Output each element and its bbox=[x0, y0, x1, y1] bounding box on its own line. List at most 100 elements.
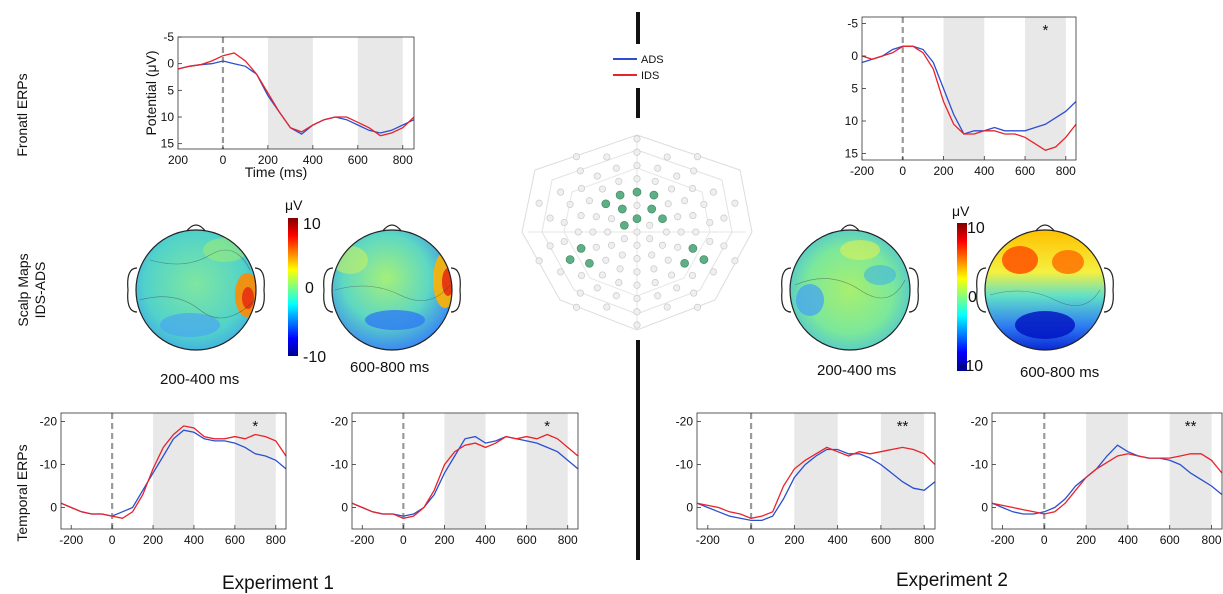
electrode-dot bbox=[620, 235, 628, 243]
y-tick-label: -5 bbox=[163, 30, 174, 44]
electrode-dot bbox=[651, 177, 659, 185]
y-tick-label: -10 bbox=[676, 458, 694, 472]
electrode-dot bbox=[560, 237, 568, 246]
y-tick-label: -20 bbox=[676, 415, 694, 429]
x-tick-label: 800 bbox=[558, 533, 578, 547]
electrode-dot bbox=[585, 197, 593, 205]
experiment-2-title: Experiment 2 bbox=[896, 570, 1008, 591]
electrode-dot bbox=[602, 256, 610, 264]
y-tick-label: 0 bbox=[686, 501, 693, 515]
y-axis-label: Potential (μV) bbox=[143, 50, 159, 135]
map-label-e2-early: 200-400 ms bbox=[817, 362, 896, 379]
axes-frame bbox=[177, 36, 415, 150]
electrode-dot bbox=[668, 185, 676, 193]
electrode-dot bbox=[615, 177, 623, 185]
electrode-dot bbox=[560, 218, 568, 227]
axes-frame bbox=[991, 412, 1223, 530]
electrode-dot bbox=[633, 268, 641, 276]
x-tick-label: 400 bbox=[476, 533, 496, 547]
x-tick-label: 600 bbox=[1015, 164, 1035, 178]
head-outline bbox=[789, 229, 911, 351]
colorbar-exp1: μV 10 0 -10 bbox=[285, 197, 326, 366]
series-line-ids bbox=[177, 52, 415, 137]
electrode-dot bbox=[647, 204, 657, 214]
electrode-dot bbox=[632, 214, 642, 224]
electrode-dot bbox=[688, 244, 698, 253]
x-tick-label: -200 bbox=[990, 533, 1014, 547]
axes-frame bbox=[351, 412, 579, 530]
legend-ids-label: IDS bbox=[641, 70, 659, 82]
x-tick-label: 400 bbox=[184, 533, 204, 547]
map-label-e1-early: 200-400 ms bbox=[160, 371, 239, 388]
analysis-window-shade bbox=[526, 413, 568, 529]
electrode-dot bbox=[693, 153, 702, 161]
electrode-dot bbox=[557, 268, 565, 276]
map-label-e2-late: 600-800 ms bbox=[1020, 364, 1099, 381]
e1-temporal-left-erp-chart: -200 0 200 400 600 800 -20 -10 0 * bbox=[40, 412, 287, 547]
electrode-dot bbox=[574, 228, 582, 236]
right-ear-shape bbox=[450, 267, 461, 313]
y-tick-label: -5 bbox=[847, 17, 858, 31]
left-ear-shape bbox=[127, 267, 138, 313]
electrode-dot bbox=[688, 184, 697, 193]
series-line-ads bbox=[696, 448, 936, 522]
x-tick-label: 0 bbox=[1041, 533, 1048, 547]
analysis-window-shade bbox=[234, 413, 276, 529]
electrode-dot bbox=[572, 303, 581, 311]
scalp-map-e2-early bbox=[781, 224, 919, 351]
x-axis-label: Time (ms) bbox=[245, 164, 307, 180]
electrode-dot bbox=[731, 257, 739, 265]
electrode-dot bbox=[612, 292, 620, 300]
electrode-dot bbox=[633, 281, 641, 289]
series-line-ads bbox=[991, 444, 1223, 515]
scalp-map-e1-early bbox=[127, 224, 265, 351]
electrode-dot bbox=[585, 258, 594, 268]
legend-ads-label: ADS bbox=[641, 54, 664, 66]
x-tick-label: 400 bbox=[828, 533, 848, 547]
electrode-dot bbox=[646, 235, 654, 243]
electrode-dot bbox=[566, 200, 574, 208]
electrode-dot bbox=[633, 241, 641, 249]
electrode-dot bbox=[577, 184, 586, 193]
x-tick-label: 600 bbox=[871, 533, 891, 547]
colorbar-mid-label: 0 bbox=[968, 289, 977, 306]
electrode-dot bbox=[592, 243, 600, 251]
y-tick-label: -10 bbox=[40, 458, 58, 472]
electrode-dot bbox=[615, 190, 625, 200]
e2-temporal-right-erp-chart: -200 0 200 400 600 800 -20 -10 0 ** bbox=[971, 412, 1223, 547]
x-tick-label: 200 bbox=[934, 164, 954, 178]
electrode-dot bbox=[607, 215, 616, 223]
y-tick-label: -10 bbox=[331, 458, 349, 472]
electrode-dot bbox=[577, 271, 586, 280]
map-label-e1-late: 600-800 ms bbox=[350, 359, 429, 376]
head-outline bbox=[135, 229, 257, 351]
row-label-frontal: Fronatl ERPs bbox=[14, 73, 30, 156]
y-tick-label: 0 bbox=[981, 501, 988, 515]
electrode-dot bbox=[706, 237, 714, 246]
electrode-dot bbox=[654, 164, 662, 172]
x-tick-label: -200 bbox=[59, 533, 83, 547]
head-outline bbox=[984, 229, 1106, 351]
electrode-dot bbox=[577, 212, 585, 220]
y-tick-label: 5 bbox=[851, 82, 858, 96]
significance-marker: * bbox=[544, 418, 550, 435]
electrode-dot bbox=[650, 265, 658, 273]
x-tick-label: 600 bbox=[225, 533, 245, 547]
electrode-dot bbox=[693, 303, 702, 311]
electrode-dot bbox=[663, 153, 671, 161]
x-tick-label: 400 bbox=[974, 164, 994, 178]
electrode-dot bbox=[699, 255, 709, 264]
electrode-dot bbox=[690, 289, 698, 297]
y-tick-label: -20 bbox=[40, 415, 58, 429]
x-tick-label: -200 bbox=[850, 164, 874, 178]
x-tick-label: 800 bbox=[914, 533, 934, 547]
electrode-dot bbox=[593, 172, 601, 180]
x-tick-label: 800 bbox=[1056, 164, 1076, 178]
electrode-dot bbox=[572, 153, 581, 161]
electrode-dot bbox=[633, 294, 641, 303]
electrode-dot bbox=[674, 243, 682, 251]
analysis-window-shade bbox=[1169, 413, 1212, 529]
electrode-dot bbox=[648, 251, 656, 259]
analysis-window-shade bbox=[943, 17, 985, 160]
electrode-dot bbox=[616, 265, 624, 273]
